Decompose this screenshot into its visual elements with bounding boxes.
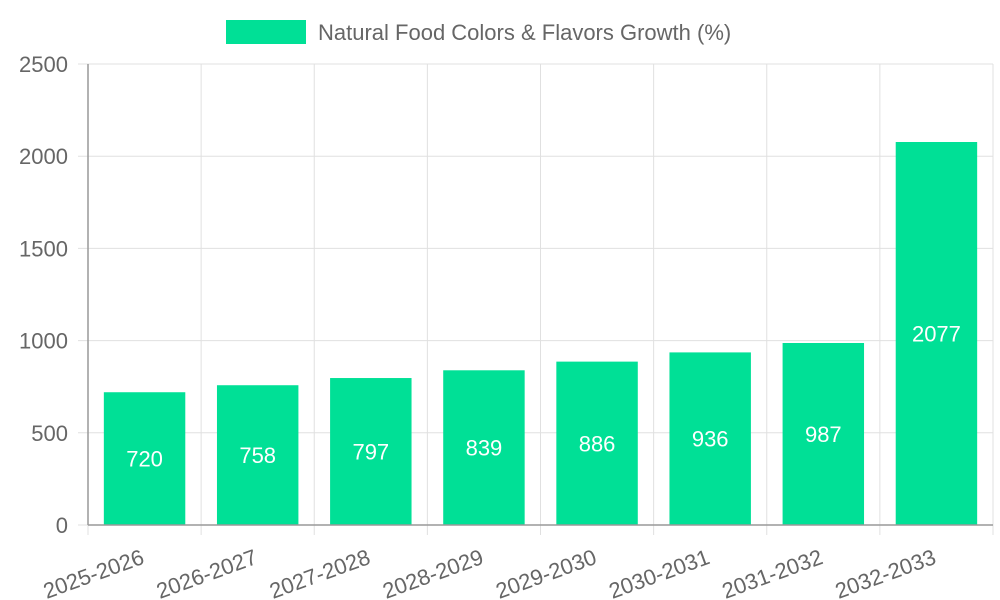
bar[interactable] — [669, 352, 751, 525]
bar[interactable] — [103, 392, 186, 525]
x-tick-label: 2030-2031 — [605, 544, 712, 600]
x-tick-label: 2031-2032 — [719, 544, 826, 600]
bar-value-label: 2077 — [912, 322, 961, 347]
bar[interactable] — [443, 370, 525, 525]
bar-value-label: 839 — [466, 436, 503, 461]
bar-value-label: 987 — [805, 422, 842, 447]
y-tick-label: 2000 — [19, 144, 68, 169]
axes — [87, 64, 993, 526]
grid-lines — [78, 63, 994, 535]
y-tick-label: 0 — [56, 513, 68, 538]
legend-swatch[interactable] — [226, 20, 306, 44]
bar[interactable] — [556, 361, 638, 525]
bar-value-label: 797 — [352, 440, 389, 465]
y-tick-label: 1500 — [19, 236, 68, 261]
x-tick-label: 2032-2033 — [832, 544, 939, 600]
legend[interactable]: Natural Food Colors & Flavors Growth (%) — [226, 20, 731, 45]
x-tick-label: 2026-2027 — [153, 544, 260, 600]
y-tick-label: 1000 — [19, 329, 68, 354]
x-tick-label: 2025-2026 — [40, 544, 147, 600]
y-tick-label: 2500 — [19, 52, 68, 77]
bar[interactable] — [895, 142, 978, 525]
bar-value-label: 886 — [579, 431, 616, 456]
x-tick-label: 2028-2029 — [379, 544, 486, 600]
bar[interactable] — [782, 342, 865, 525]
legend-label[interactable]: Natural Food Colors & Flavors Growth (%) — [318, 20, 731, 45]
y-tick-label: 500 — [31, 421, 68, 446]
bar-value-label: 720 — [126, 447, 163, 472]
bar-value-label: 758 — [239, 443, 276, 468]
x-tick-label: 2029-2030 — [492, 544, 599, 600]
bar[interactable] — [330, 378, 412, 525]
bar-value-label: 936 — [692, 427, 729, 452]
bars — [103, 142, 978, 525]
x-tick-label: 2027-2028 — [266, 544, 373, 600]
bar[interactable] — [216, 385, 299, 525]
